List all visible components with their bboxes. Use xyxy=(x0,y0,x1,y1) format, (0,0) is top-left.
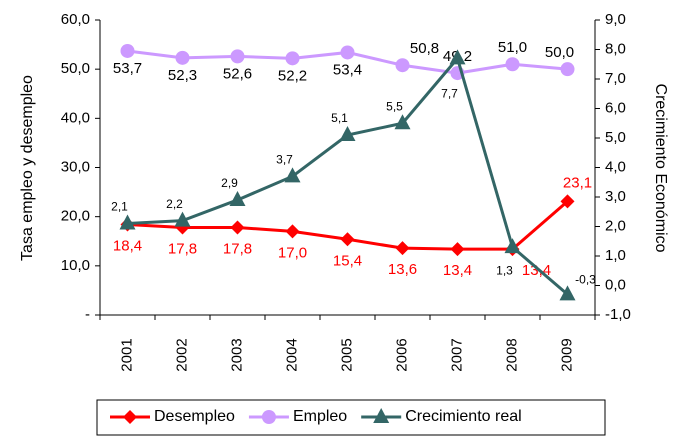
legend-marker xyxy=(123,410,137,424)
point xyxy=(285,51,300,66)
point xyxy=(119,214,136,230)
point xyxy=(230,220,245,235)
legend-marker xyxy=(373,408,390,423)
y2-tick-label: 3,0 xyxy=(605,188,626,205)
x-tick-label: 2009 xyxy=(558,338,575,371)
data-label: 13,6 xyxy=(388,261,417,278)
point xyxy=(395,241,410,256)
x-tick-label: 2002 xyxy=(173,338,190,371)
y-tick-label: 20,0 xyxy=(61,208,90,225)
data-label: 2,2 xyxy=(166,197,183,211)
point xyxy=(284,167,301,183)
y2-axis-label: Crecimiento Económico xyxy=(652,84,669,253)
y2-tick-label: -1,0 xyxy=(605,306,631,323)
x-tick-label: 2003 xyxy=(228,338,245,371)
y2-tick-label: 5,0 xyxy=(605,129,626,146)
data-label: 17,8 xyxy=(223,240,252,257)
data-label: 17,0 xyxy=(278,244,307,261)
legend-marker xyxy=(261,410,276,424)
point xyxy=(559,285,576,301)
point xyxy=(230,49,245,64)
data-label: 13,4 xyxy=(443,262,472,279)
data-label: 52,3 xyxy=(168,67,197,84)
y2-tick-label: 4,0 xyxy=(605,158,626,175)
legend-label: Empleo xyxy=(293,408,347,425)
data-label: 5,1 xyxy=(331,111,348,125)
point xyxy=(450,242,465,257)
data-label: -0,3 xyxy=(575,273,596,287)
data-label: 5,5 xyxy=(386,99,403,113)
point xyxy=(560,62,575,77)
point xyxy=(175,50,190,65)
y-tick-label: 60,0 xyxy=(61,11,90,28)
x-tick-label: 2005 xyxy=(338,338,355,371)
data-label: 50,0 xyxy=(545,44,574,61)
y2-tick-label: 2,0 xyxy=(605,217,626,234)
legend-label: Crecimiento real xyxy=(405,408,521,425)
data-label: 2,9 xyxy=(221,176,238,190)
y-tick-label: - xyxy=(85,306,90,323)
x-tick-label: 2001 xyxy=(118,338,135,371)
point xyxy=(395,58,410,73)
y2-tick-label: 8,0 xyxy=(605,40,626,57)
data-label: 1,3 xyxy=(496,263,513,277)
point xyxy=(120,43,135,58)
x-tick-label: 2006 xyxy=(393,338,410,371)
y-tick-label: 30,0 xyxy=(61,158,90,175)
point xyxy=(394,114,411,130)
x-tick-label: 2007 xyxy=(448,338,465,371)
y2-tick-label: 7,0 xyxy=(605,70,626,87)
x-tick-label: 2004 xyxy=(283,338,300,371)
y-tick-label: 10,0 xyxy=(61,257,90,274)
data-label: 52,2 xyxy=(278,67,307,84)
point xyxy=(560,194,575,209)
y2-tick-label: 9,0 xyxy=(605,11,626,28)
data-label: 53,7 xyxy=(113,60,142,77)
y-tick-label: 50,0 xyxy=(61,60,90,77)
y-axis-label: Tasa empleo y desempleo xyxy=(19,75,36,261)
point xyxy=(340,45,355,60)
point xyxy=(339,126,356,142)
data-label: 7,7 xyxy=(441,87,458,101)
point xyxy=(174,211,191,227)
data-label: 17,8 xyxy=(168,240,197,257)
data-label: 2,1 xyxy=(111,200,128,214)
legend-box xyxy=(96,399,606,436)
y2-tick-label: 0,0 xyxy=(605,276,626,293)
data-label: 18,4 xyxy=(113,238,142,255)
y2-tick-label: 6,0 xyxy=(605,99,626,116)
point xyxy=(449,49,466,65)
legend-label: Desempleo xyxy=(154,408,235,425)
data-label: 53,4 xyxy=(333,61,362,78)
point xyxy=(504,238,521,254)
data-label: 52,6 xyxy=(223,65,252,82)
data-label: 15,4 xyxy=(333,252,362,269)
y-tick-label: 40,0 xyxy=(61,109,90,126)
point xyxy=(340,232,355,247)
data-label: 50,8 xyxy=(410,40,439,57)
point xyxy=(229,190,246,206)
data-label: 51,0 xyxy=(498,39,527,56)
data-label: 23,1 xyxy=(563,174,592,191)
point xyxy=(505,57,520,72)
data-label: 3,7 xyxy=(276,153,293,167)
point xyxy=(285,224,300,239)
x-tick-label: 2008 xyxy=(503,338,520,371)
y2-tick-label: 1,0 xyxy=(605,247,626,264)
